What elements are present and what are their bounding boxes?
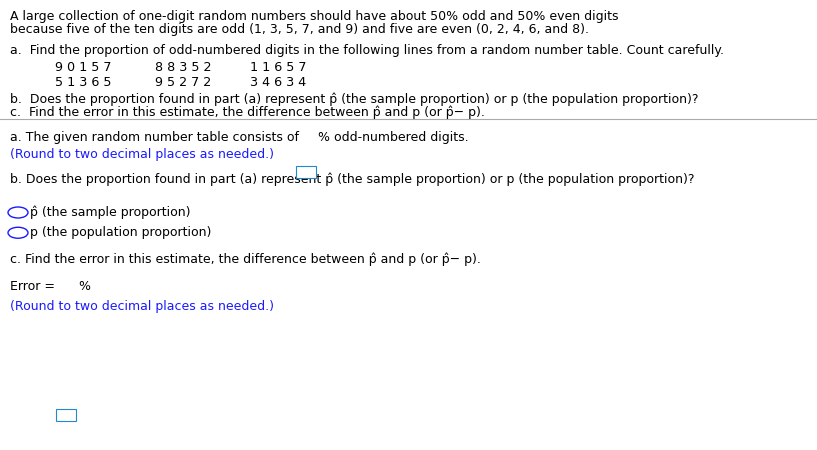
Text: A large collection of one-digit random numbers should have about 50% odd and 50%: A large collection of one-digit random n… <box>10 10 618 23</box>
Text: because five of the ten digits are odd (1, 3, 5, 7, and 9) and five are even (0,: because five of the ten digits are odd (… <box>10 23 589 36</box>
Text: 3 4 6 3 4: 3 4 6 3 4 <box>250 76 306 89</box>
Text: a.  Find the proportion of odd-numbered digits in the following lines from a ran: a. Find the proportion of odd-numbered d… <box>10 44 724 57</box>
Text: %: % <box>78 280 90 293</box>
Text: c. Find the error in this estimate, the difference between p̂ and p (or p̂− p).: c. Find the error in this estimate, the … <box>10 253 481 266</box>
Text: b.  Does the proportion found in part (a) represent p̂ (the sample proportion) o: b. Does the proportion found in part (a)… <box>10 92 699 106</box>
Text: 8 8 3 5 2: 8 8 3 5 2 <box>155 61 212 74</box>
Text: b. Does the proportion found in part (a) represent p̂ (the sample proportion) or: b. Does the proportion found in part (a)… <box>10 172 694 185</box>
Text: (Round to two decimal places as needed.): (Round to two decimal places as needed.) <box>10 300 274 313</box>
Text: 1 1 6 5 7: 1 1 6 5 7 <box>250 61 306 74</box>
Text: (Round to two decimal places as needed.): (Round to two decimal places as needed.) <box>10 148 274 161</box>
Text: Error =: Error = <box>10 280 55 293</box>
Text: p̂ (the sample proportion): p̂ (the sample proportion) <box>30 206 190 219</box>
Text: 9 5 2 7 2: 9 5 2 7 2 <box>155 76 212 89</box>
FancyBboxPatch shape <box>296 166 316 178</box>
Text: 9 0 1 5 7: 9 0 1 5 7 <box>55 61 111 74</box>
Text: p (the population proportion): p (the population proportion) <box>30 226 212 239</box>
FancyBboxPatch shape <box>56 409 76 421</box>
Circle shape <box>8 207 28 218</box>
Text: % odd-numbered digits.: % odd-numbered digits. <box>318 131 469 144</box>
Circle shape <box>8 227 28 238</box>
Text: a. The given random number table consists of: a. The given random number table consist… <box>10 131 299 144</box>
Text: 5 1 3 6 5: 5 1 3 6 5 <box>55 76 111 89</box>
Text: c.  Find the error in this estimate, the difference between p̂ and p (or p̂− p).: c. Find the error in this estimate, the … <box>10 106 484 119</box>
